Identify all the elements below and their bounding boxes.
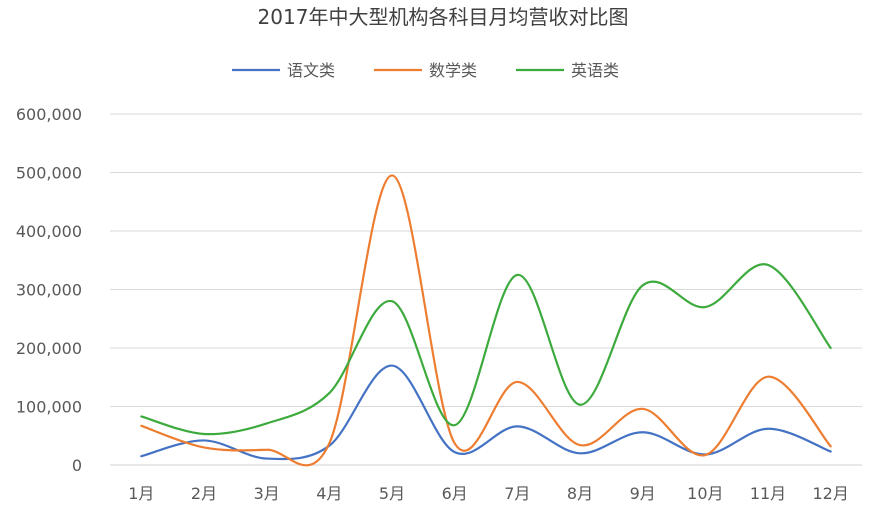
x-tick-label: 7月 xyxy=(504,484,530,503)
x-tick-label: 6月 xyxy=(442,484,468,503)
legend: 语文类 数学类 英语类 xyxy=(232,61,619,80)
x-tick-label: 8月 xyxy=(567,484,593,503)
x-tick-label: 4月 xyxy=(316,484,342,503)
y-tick-label: 400,000 xyxy=(16,222,82,241)
y-tick-label: 500,000 xyxy=(16,164,82,183)
y-tick-label: 200,000 xyxy=(16,339,82,358)
x-tick-label: 2月 xyxy=(191,484,217,503)
y-tick-label: 100,000 xyxy=(16,398,82,417)
x-tick-label: 9月 xyxy=(630,484,656,503)
series-lines xyxy=(140,174,832,467)
x-tick-label: 10月 xyxy=(687,484,723,503)
y-tick-label: 600,000 xyxy=(16,105,82,124)
y-tick-label: 300,000 xyxy=(16,281,82,300)
series-line-2 xyxy=(140,174,832,467)
x-tick-label: 3月 xyxy=(254,484,280,503)
y-axis: 0 100,000 200,000 300,000 400,000 500,000 600,… xyxy=(16,105,82,475)
legend-label: 数学类 xyxy=(429,61,477,80)
gridlines xyxy=(110,113,862,466)
legend-label: 英语类 xyxy=(571,61,619,80)
x-tick-label: 5月 xyxy=(379,484,405,503)
series-line-1 xyxy=(140,364,832,461)
x-tick-label: 11月 xyxy=(750,484,786,503)
y-tick-label: 0 xyxy=(72,456,82,475)
x-tick-label: 12月 xyxy=(812,484,848,503)
x-axis: 1月 2月 3月 4月 5月 6月 7月 8月 9月 10月 11月 12月 xyxy=(128,484,849,503)
x-tick-label: 1月 xyxy=(128,484,154,503)
series-line-3 xyxy=(140,263,832,436)
chart-title: 2017年中大型机构各科目月均营收对比图 xyxy=(258,5,629,29)
legend-label: 语文类 xyxy=(287,61,335,80)
